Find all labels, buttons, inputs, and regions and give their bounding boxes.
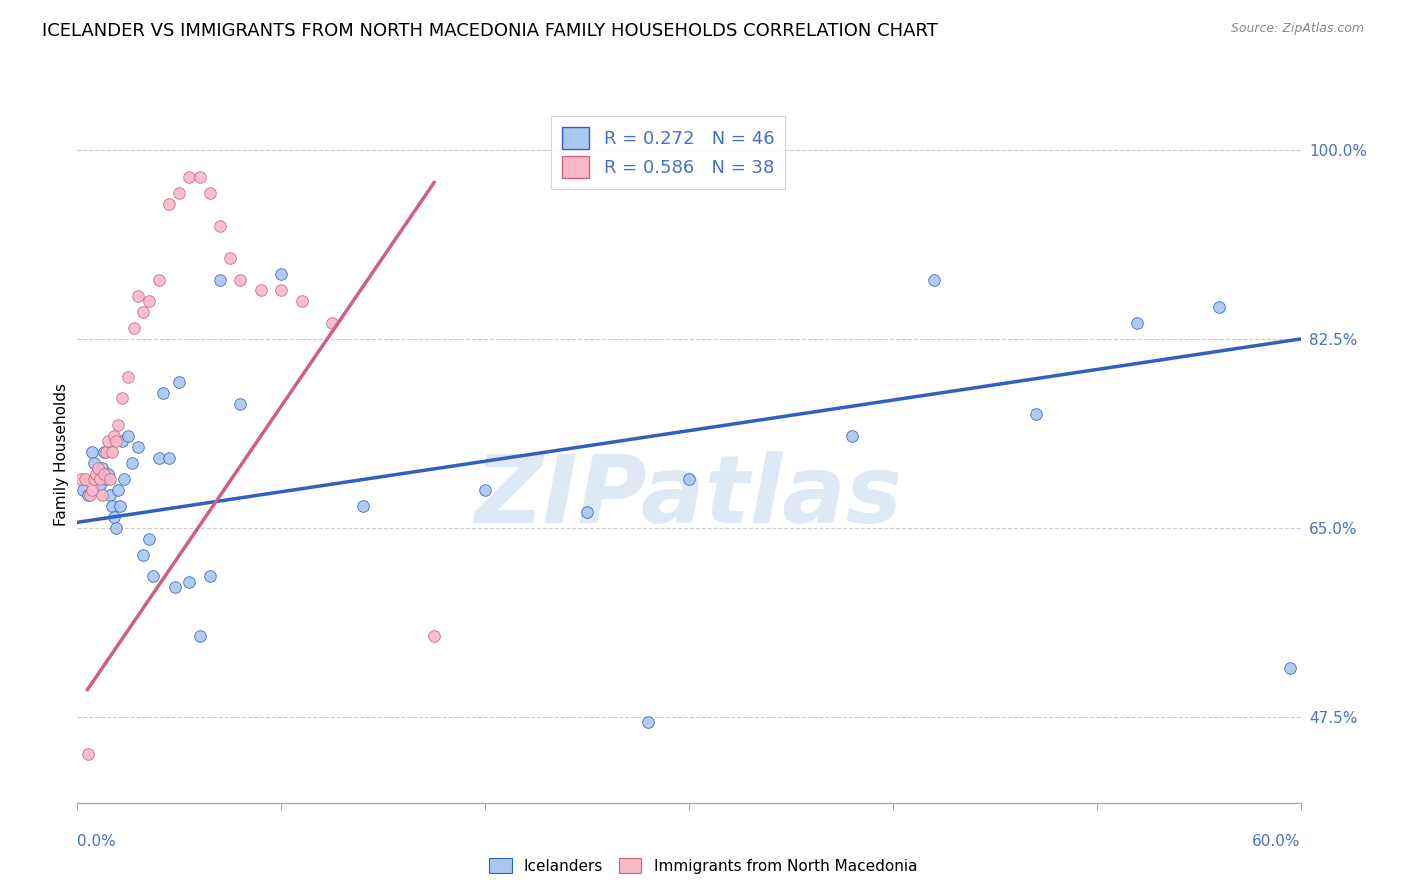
Point: [105, 434, 128, 449]
Point: [117, 369, 139, 384]
Point: [101, 499, 124, 513]
Point: [103, 510, 125, 524]
Point: [423, 629, 446, 643]
Point: [208, 272, 231, 286]
Point: [105, 521, 128, 535]
Point: [290, 294, 312, 309]
Point: [131, 305, 153, 319]
Point: [76, 747, 98, 762]
Point: [75, 472, 97, 486]
Point: [352, 499, 374, 513]
Legend: R = 0.272   N = 46, R = 0.586   N = 38: R = 0.272 N = 46, R = 0.586 N = 38: [551, 116, 785, 189]
Point: [138, 294, 160, 309]
Point: [1279, 661, 1302, 675]
Point: [576, 504, 599, 518]
Point: [321, 316, 343, 330]
Point: [678, 472, 700, 486]
Text: 0.0%: 0.0%: [77, 834, 117, 849]
Point: [83, 472, 105, 486]
Point: [169, 186, 191, 201]
Text: Source: ZipAtlas.com: Source: ZipAtlas.com: [1230, 22, 1364, 36]
Point: [179, 574, 201, 589]
Point: [70, 472, 93, 486]
Point: [111, 392, 134, 406]
Point: [84, 467, 107, 481]
Point: [157, 197, 180, 211]
Point: [103, 429, 125, 443]
Point: [250, 284, 273, 298]
Text: ZIPatlas: ZIPatlas: [475, 450, 903, 542]
Point: [83, 456, 105, 470]
Point: [131, 548, 153, 562]
Point: [270, 284, 292, 298]
Point: [142, 569, 165, 583]
Point: [87, 461, 110, 475]
Point: [1126, 316, 1149, 330]
Point: [148, 272, 170, 286]
Point: [1024, 408, 1046, 422]
Point: [148, 450, 170, 465]
Point: [94, 445, 117, 459]
Point: [637, 714, 659, 729]
Point: [127, 440, 149, 454]
Point: [208, 219, 231, 233]
Point: [127, 289, 149, 303]
Point: [89, 472, 111, 486]
Point: [117, 429, 139, 443]
Point: [157, 450, 180, 465]
Point: [76, 488, 98, 502]
Point: [198, 186, 221, 201]
Text: ICELANDER VS IMMIGRANTS FROM NORTH MACEDONIA FAMILY HOUSEHOLDS CORRELATION CHART: ICELANDER VS IMMIGRANTS FROM NORTH MACED…: [42, 22, 938, 40]
Point: [87, 472, 110, 486]
Point: [138, 532, 160, 546]
Point: [152, 385, 174, 400]
Point: [108, 499, 131, 513]
Point: [107, 418, 129, 433]
Point: [93, 445, 115, 459]
Point: [94, 472, 117, 486]
Point: [107, 483, 129, 497]
Point: [1208, 300, 1230, 314]
Point: [97, 434, 120, 449]
Point: [80, 483, 103, 497]
Point: [841, 429, 863, 443]
Y-axis label: Family Households: Family Households: [53, 384, 69, 526]
Point: [179, 170, 201, 185]
Point: [80, 445, 103, 459]
Point: [90, 461, 112, 475]
Point: [112, 472, 135, 486]
Point: [169, 375, 191, 389]
Point: [198, 569, 221, 583]
Point: [922, 272, 945, 286]
Point: [229, 397, 252, 411]
Point: [98, 472, 121, 486]
Point: [270, 267, 292, 281]
Point: [229, 272, 252, 286]
Point: [79, 488, 101, 502]
Point: [124, 321, 146, 335]
Point: [72, 483, 94, 497]
Legend: Icelanders, Immigrants from North Macedonia: Icelanders, Immigrants from North Macedo…: [482, 852, 924, 880]
Point: [90, 488, 112, 502]
Text: 60.0%: 60.0%: [1253, 834, 1301, 849]
Point: [93, 467, 115, 481]
Point: [89, 477, 111, 491]
Point: [98, 488, 121, 502]
Point: [219, 251, 242, 265]
Point: [474, 483, 496, 497]
Point: [188, 170, 211, 185]
Point: [121, 456, 143, 470]
Point: [165, 580, 187, 594]
Point: [188, 629, 211, 643]
Point: [111, 434, 134, 449]
Point: [97, 467, 120, 481]
Point: [101, 445, 124, 459]
